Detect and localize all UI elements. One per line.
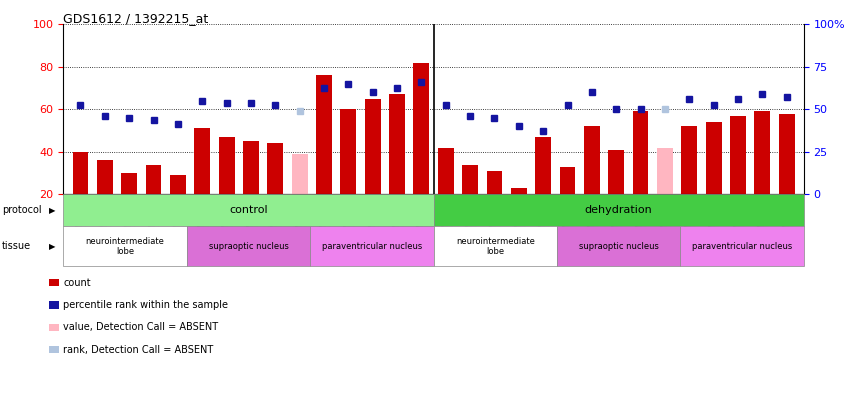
Bar (267, 143, 283, 194)
Bar (511, 188, 527, 194)
Text: value, Detection Call = ABSENT: value, Detection Call = ABSENT (63, 322, 218, 332)
Bar (438, 148, 453, 194)
Bar (633, 111, 649, 194)
Bar (730, 116, 746, 194)
Text: supraoptic nucleus: supraoptic nucleus (209, 242, 288, 251)
Bar (170, 175, 186, 194)
Bar (365, 99, 381, 194)
Bar (584, 126, 600, 194)
Bar (486, 171, 503, 194)
Bar (97, 160, 113, 194)
Bar (414, 62, 429, 194)
Bar (608, 150, 624, 194)
Bar (657, 148, 673, 194)
Text: ▶: ▶ (48, 206, 55, 215)
Bar (755, 111, 770, 194)
Text: neurointermediate
lobe: neurointermediate lobe (456, 237, 535, 256)
Bar (316, 75, 332, 194)
Bar (559, 167, 575, 194)
Bar (292, 154, 308, 194)
Bar (778, 113, 794, 194)
Bar (73, 152, 89, 194)
Text: ▶: ▶ (48, 242, 55, 251)
Text: percentile rank within the sample: percentile rank within the sample (63, 300, 228, 310)
Bar (462, 164, 478, 194)
Text: dehydration: dehydration (585, 205, 652, 215)
Text: tissue: tissue (2, 241, 30, 251)
Text: protocol: protocol (2, 205, 41, 215)
Text: paraventricular nucleus: paraventricular nucleus (321, 242, 422, 251)
Text: neurointermediate
lobe: neurointermediate lobe (85, 237, 165, 256)
Text: supraoptic nucleus: supraoptic nucleus (579, 242, 658, 251)
Text: GDS1612 / 1392215_at: GDS1612 / 1392215_at (63, 12, 209, 25)
Bar (121, 173, 137, 194)
Bar (706, 122, 722, 194)
Bar (340, 109, 356, 194)
Text: control: control (229, 205, 268, 215)
Text: rank, Detection Call = ABSENT: rank, Detection Call = ABSENT (63, 345, 214, 354)
Bar (536, 137, 551, 194)
Bar (146, 164, 162, 194)
Bar (195, 128, 210, 194)
Bar (389, 94, 405, 194)
Bar (243, 141, 259, 194)
Text: paraventricular nucleus: paraventricular nucleus (692, 242, 792, 251)
Text: count: count (63, 278, 91, 288)
Bar (681, 126, 697, 194)
Bar (218, 137, 234, 194)
